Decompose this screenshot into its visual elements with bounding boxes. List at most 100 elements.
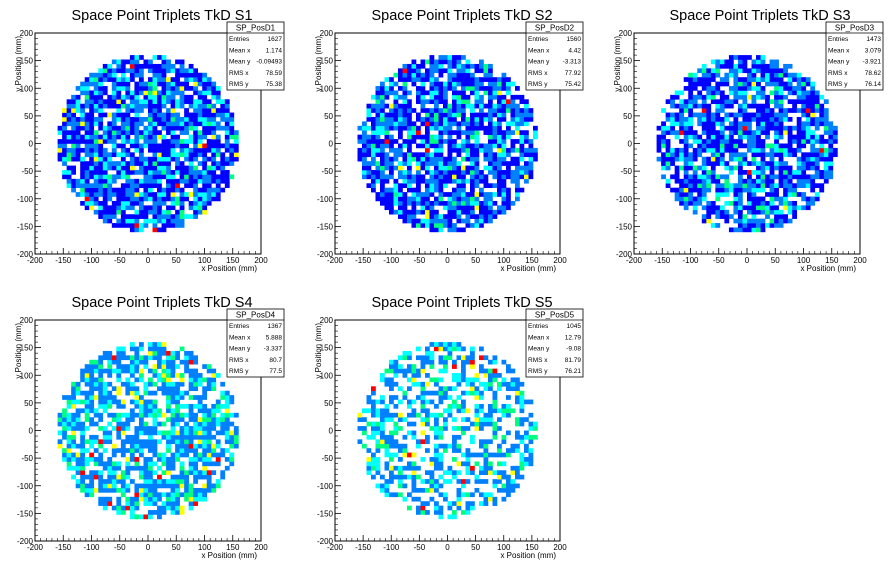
heatmap-cell — [193, 121, 199, 127]
heatmap-cell — [688, 192, 694, 197]
heatmap-cell — [751, 223, 757, 228]
heatmap-cell — [120, 452, 126, 458]
heatmap-cell — [787, 99, 793, 105]
heatmap-cell — [416, 373, 421, 378]
heatmap-cell — [138, 355, 144, 361]
heatmap-cell — [461, 218, 466, 224]
heatmap-cell — [465, 408, 471, 414]
heatmap-cell — [148, 487, 153, 493]
heatmap-cell — [134, 187, 140, 193]
heatmap-cell — [371, 178, 376, 184]
heatmap-cell — [93, 99, 99, 105]
heatmap-cell — [184, 170, 189, 175]
heatmap-cell — [107, 103, 113, 109]
heatmap-cell — [656, 139, 662, 144]
heatmap-cell — [102, 399, 108, 405]
heatmap-cell — [456, 121, 462, 127]
heatmap-cell — [384, 94, 390, 100]
heatmap-cell — [434, 505, 439, 511]
heatmap-cell — [138, 196, 144, 202]
heatmap-cell — [819, 156, 825, 162]
heatmap-cell — [443, 156, 448, 162]
heatmap-cell — [742, 187, 748, 193]
heatmap-cell — [674, 134, 680, 140]
heatmap-cell — [166, 77, 171, 82]
heatmap-cell — [80, 90, 86, 96]
heatmap-cell — [706, 156, 712, 162]
heatmap-cell — [129, 223, 135, 228]
heatmap-cell — [170, 434, 176, 440]
heatmap-cell — [125, 152, 131, 158]
heatmap-cell — [107, 461, 113, 467]
heatmap-cell — [434, 434, 439, 440]
heatmap-cell — [89, 165, 95, 171]
heatmap-cell — [215, 86, 221, 91]
heatmap-cell — [501, 108, 507, 113]
heatmap-cell — [389, 474, 394, 480]
heatmap-cell — [438, 112, 444, 118]
heatmap-cell — [152, 183, 158, 188]
heatmap-cell — [116, 99, 122, 105]
heatmap-cell — [152, 223, 158, 228]
heatmap-cell — [756, 77, 761, 82]
heatmap-cell — [152, 510, 158, 515]
heatmap-cell — [202, 474, 208, 480]
heatmap-cell — [438, 223, 444, 228]
heatmap-cell — [371, 461, 376, 467]
heatmap-cell — [375, 143, 381, 149]
heatmap-cell — [447, 479, 453, 484]
heatmap-cell — [98, 390, 104, 396]
heatmap-cell — [783, 86, 788, 91]
heatmap-cell — [679, 121, 685, 127]
heatmap-cell — [497, 94, 502, 100]
heatmap-cell — [233, 139, 239, 144]
heatmap-cell — [425, 130, 430, 135]
heatmap-cell — [429, 479, 435, 484]
heatmap-cell — [492, 452, 498, 458]
heatmap-cell — [93, 359, 99, 365]
heatmap-cell — [384, 90, 390, 96]
heatmap-cell — [479, 403, 484, 409]
heatmap-cell — [380, 161, 385, 166]
stats-label-mean-y: Mean y — [528, 59, 550, 66]
heatmap-cell — [429, 342, 435, 347]
heatmap-cell — [447, 505, 453, 511]
heatmap-cell — [760, 77, 766, 82]
heatmap-cell — [483, 470, 489, 475]
heatmap-cell — [206, 108, 212, 113]
heatmap-cell — [170, 368, 176, 374]
heatmap-cell — [787, 147, 793, 153]
heatmap-cell — [175, 218, 180, 224]
heatmap-cell — [443, 165, 448, 171]
heatmap-cell — [774, 86, 779, 91]
heatmap-cell — [425, 161, 430, 166]
heatmap-cell — [456, 461, 462, 467]
heatmap-cell — [80, 187, 86, 193]
heatmap-cell — [134, 218, 140, 224]
heatmap-cell — [492, 94, 498, 100]
heatmap-cell — [179, 63, 185, 69]
axes: -200-200-150-150-100-100-50-500050501001… — [616, 29, 867, 265]
heatmap-cell — [202, 492, 208, 498]
heatmap-cell — [479, 205, 484, 211]
heatmap-cell — [116, 86, 122, 91]
heatmap-cell — [206, 483, 212, 489]
heatmap-cell — [120, 430, 126, 436]
heatmap-cell — [371, 412, 376, 418]
heatmap-cell — [674, 152, 680, 158]
heatmap-cell — [456, 373, 462, 378]
heatmap-cell — [148, 377, 153, 383]
heatmap-cell — [429, 99, 435, 105]
heatmap-cell — [792, 187, 798, 193]
heatmap-cell — [425, 116, 430, 122]
heatmap-cell — [407, 505, 412, 511]
heatmap-cell — [143, 492, 149, 498]
heatmap-cell — [683, 103, 689, 109]
heatmap-cell — [452, 426, 457, 431]
heatmap-cell — [474, 94, 480, 100]
heatmap-cell — [733, 147, 739, 153]
heatmap-cell — [66, 448, 72, 453]
heatmap-cell — [778, 218, 784, 224]
heatmap-cell — [737, 187, 743, 193]
